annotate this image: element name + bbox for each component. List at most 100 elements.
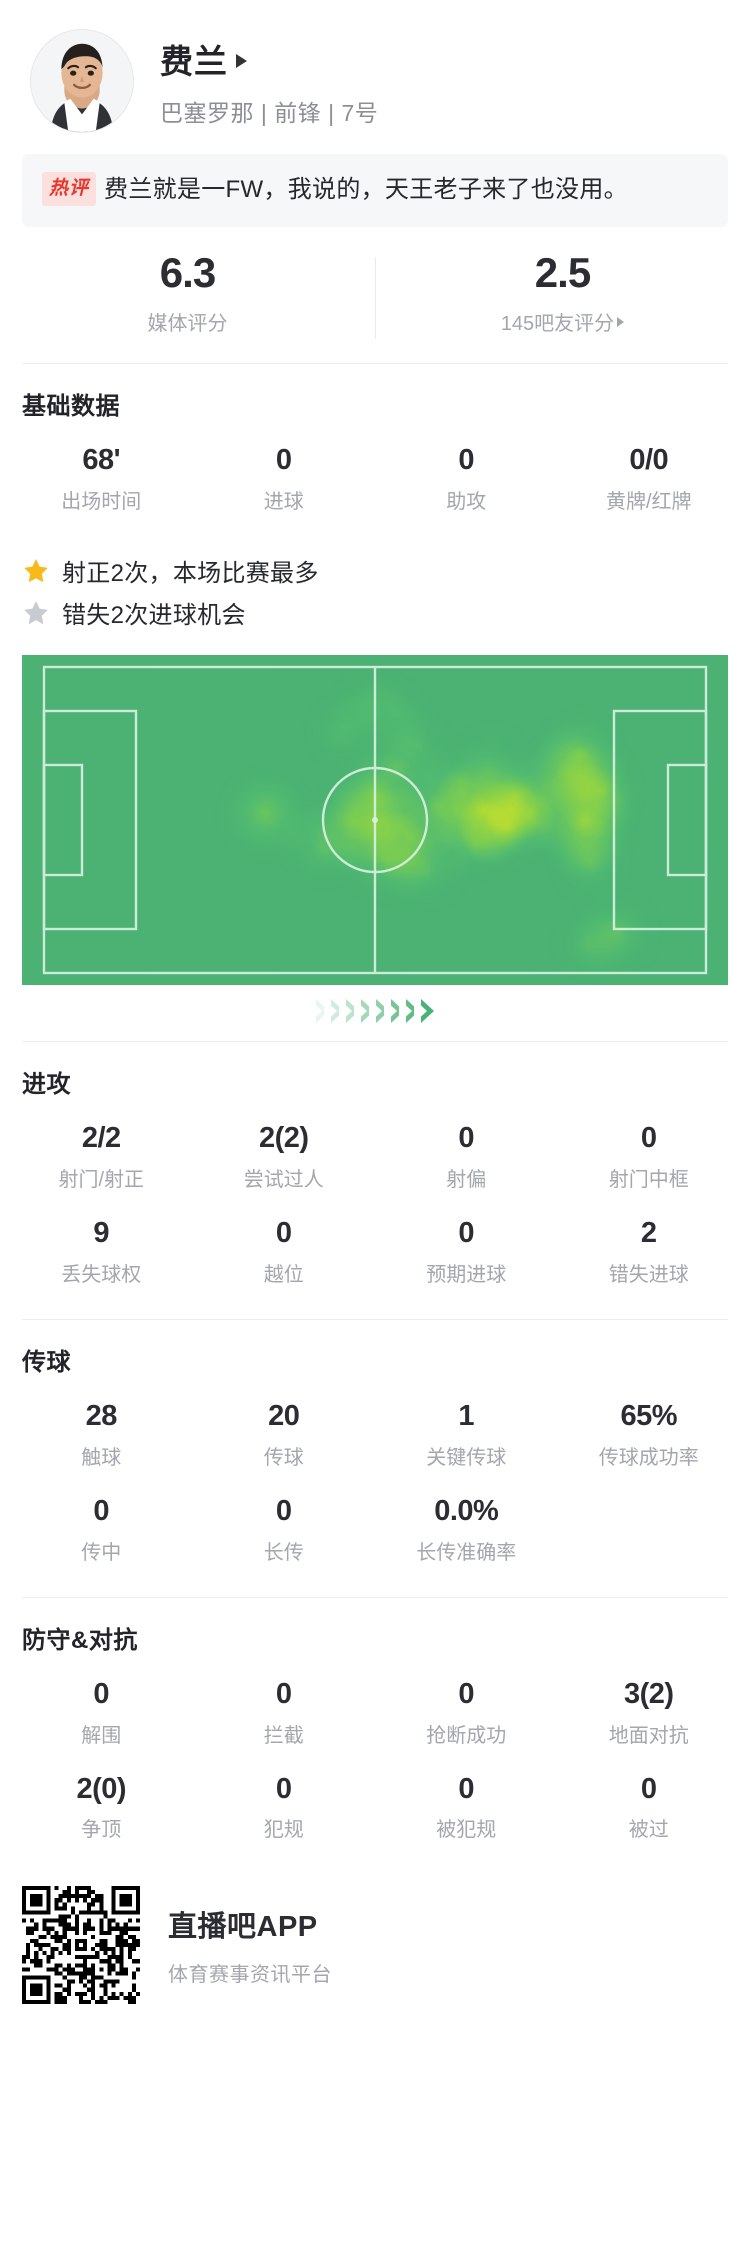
stat-value: 0: [640, 1122, 657, 1155]
stat-label: 丢失球权: [61, 1263, 142, 1286]
stat-value: 0.0%: [434, 1494, 499, 1527]
stat-grid-passing: 28 触球 20 传球 1 关键传球 65% 传球成功率 0 传中 0 长传 0…: [0, 1381, 750, 1583]
stat-value: 0/0: [629, 444, 669, 477]
stat-cell-empty: [558, 1482, 741, 1577]
stat-label: 进球: [263, 491, 304, 514]
stat-cell: 0 传中: [10, 1482, 193, 1577]
stat-value: 68': [82, 444, 121, 477]
stat-label: 触球: [81, 1446, 122, 1469]
highlight-list: 射正2次，本场比赛最多 错失2次进球机会: [0, 532, 750, 649]
stat-label: 尝试过人: [243, 1168, 324, 1191]
stat-value: 2: [640, 1216, 657, 1249]
list-item: 错失2次进球机会: [22, 595, 728, 630]
stat-cell: 2/2 射门/射正: [10, 1109, 193, 1204]
stat-value: 0: [458, 1122, 475, 1155]
stat-cell: 0 越位: [193, 1204, 376, 1299]
stat-cell: 3(2) 地面对抗: [558, 1665, 741, 1760]
stat-cell: 1 关键传球: [375, 1387, 558, 1482]
stat-cell: 0 拦截: [193, 1665, 376, 1760]
stat-cell: 0 抢断成功: [375, 1665, 558, 1760]
stat-cell: 20 传球: [193, 1387, 376, 1482]
stat-label: 长传准确率: [416, 1541, 517, 1564]
stat-cell: 0 被犯规: [375, 1760, 558, 1855]
section-title-basic: 基础数据: [22, 393, 120, 421]
stat-grid-basic: 68' 出场时间 0 进球 0 助攻 0/0 黄牌/红牌: [0, 425, 750, 532]
stat-cell: 0 射偏: [375, 1109, 558, 1204]
chevron-right-icon: [617, 316, 625, 327]
stat-value: 28: [85, 1399, 118, 1432]
hot-comment[interactable]: 热评 费兰就是一FW，我说的，天王老子来了也没用。: [22, 154, 728, 228]
stat-cell: 68' 出场时间: [10, 431, 193, 526]
star-filled-gray-icon: [24, 600, 48, 624]
footer-app-name: 直播吧APP: [168, 1911, 318, 1944]
chevron-right-icon: [414, 999, 434, 1024]
stat-value: 2(2): [258, 1122, 309, 1155]
list-item: 射正2次，本场比赛最多: [22, 553, 728, 588]
attack-direction-indicator: [22, 985, 728, 1027]
pitch-lines: [42, 665, 708, 975]
stat-grid-defense: 0 解围 0 拦截 0 抢断成功 3(2) 地面对抗 2(0) 争顶 0 犯规 …: [0, 1659, 750, 1861]
player-name-row[interactable]: 费兰: [160, 35, 378, 83]
stat-cell: 0 预期进球: [375, 1204, 558, 1299]
stat-label: 助攻: [446, 491, 487, 514]
stat-cell: 0 解围: [10, 1665, 193, 1760]
stat-value: 2/2: [81, 1122, 121, 1155]
section-title-passing: 传球: [22, 1348, 71, 1376]
highlight-text: 射正2次，本场比赛最多: [62, 560, 319, 588]
pitch-heatmap: [22, 655, 728, 986]
rating-fans[interactable]: 2.5 145吧友评分: [375, 249, 750, 349]
ratings-row: 6.3 媒体评分 2.5 145吧友评分: [0, 249, 750, 349]
stat-cell: 65% 传球成功率: [558, 1387, 741, 1482]
stat-label: 长传: [263, 1541, 304, 1564]
qr-code-icon[interactable]: [22, 1886, 140, 2005]
player-name: 费兰: [160, 42, 228, 80]
stat-label: 出场时间: [61, 491, 142, 514]
stat-value: 0: [640, 1772, 657, 1805]
stat-value: 20: [268, 1399, 300, 1432]
stat-value: 3(2): [623, 1677, 674, 1710]
stat-value: 0: [93, 1677, 110, 1710]
footer-tagline: 体育赛事资讯平台: [168, 1964, 332, 1987]
stat-label: 传中: [81, 1541, 122, 1564]
stat-value: 9: [93, 1216, 110, 1249]
stat-label: 射门/射正: [58, 1168, 145, 1191]
stat-cell: 0.0% 长传准确率: [375, 1482, 558, 1577]
stat-cell: 2(2) 尝试过人: [193, 1109, 376, 1204]
stat-value: 0: [275, 1677, 292, 1710]
player-meta: 巴塞罗那 | 前锋 | 7号: [160, 99, 379, 126]
stat-value: 0: [458, 1677, 475, 1710]
stat-cell: 9 丢失球权: [10, 1204, 193, 1299]
stat-label: 传球: [263, 1446, 304, 1469]
stat-value: 2(0): [76, 1772, 127, 1805]
stat-cell: 0 进球: [193, 431, 376, 526]
rating-media-label: 媒体评分: [148, 307, 228, 336]
stat-cell: 2 错失进球: [558, 1204, 741, 1299]
stat-value: 0: [275, 1216, 292, 1249]
stat-value: 1: [458, 1399, 475, 1432]
section-title-attack: 进攻: [22, 1071, 71, 1099]
stat-label: 被过: [628, 1819, 669, 1842]
rating-media-value: 6.3: [159, 249, 216, 297]
rating-fans-label[interactable]: 145吧友评分: [501, 307, 625, 336]
avatar[interactable]: [30, 29, 134, 133]
app-footer: 直播吧APP 体育赛事资讯平台: [0, 1860, 750, 2034]
section-title-defense: 防守&对抗: [22, 1626, 138, 1654]
hot-comment-badge: 热评: [42, 172, 97, 207]
player-header: 费兰 巴塞罗那 | 前锋 | 7号: [0, 0, 750, 150]
divider-passing: [22, 1318, 728, 1320]
rating-media-label-text: 媒体评分: [147, 313, 228, 336]
stat-label: 地面对抗: [608, 1724, 689, 1747]
stat-label: 黄牌/红牌: [605, 491, 692, 514]
player-identity: 费兰 巴塞罗那 | 前锋 | 7号: [160, 35, 378, 128]
stat-label: 射门中框: [608, 1168, 689, 1191]
rating-fans-value: 2.5: [534, 249, 591, 297]
stat-cell: 0 长传: [193, 1482, 376, 1577]
stat-label: 传球成功率: [598, 1446, 699, 1469]
stat-value: 0: [275, 1772, 292, 1805]
triangle-right-icon: [236, 53, 247, 68]
stat-value: 0: [275, 444, 292, 477]
stat-cell: 0 犯规: [193, 1760, 376, 1855]
footer-text: 直播吧APP 体育赛事资讯平台: [168, 1903, 332, 1987]
stat-value: 0: [458, 444, 475, 477]
stat-cell: 0/0 黄牌/红牌: [558, 431, 741, 526]
